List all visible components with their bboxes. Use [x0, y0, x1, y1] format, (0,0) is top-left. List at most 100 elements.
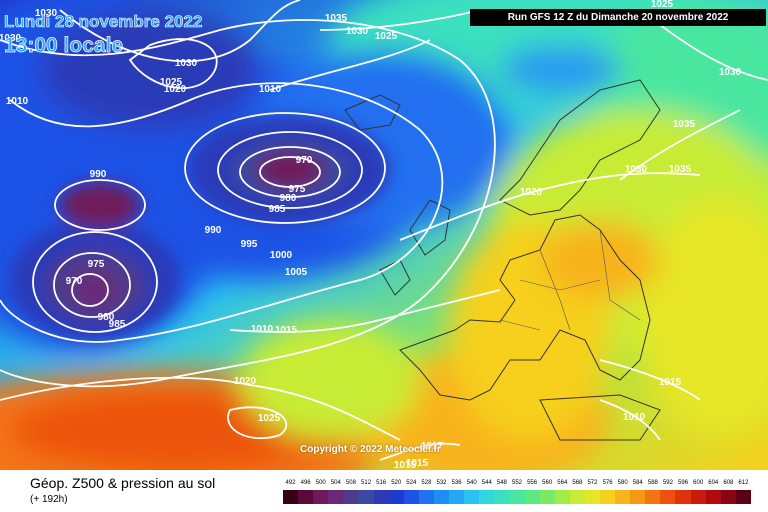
isobar-label: 1010: [623, 412, 646, 423]
scale-swatch: [615, 490, 631, 504]
scale-label: 500: [315, 480, 326, 486]
scale-swatch: [479, 490, 495, 504]
scale-label: 516: [376, 480, 387, 486]
isobar-label: 1030: [35, 8, 58, 19]
scale-swatch: [554, 490, 570, 504]
color-field: [0, 0, 768, 470]
scale-label: 524: [406, 480, 417, 486]
isobar-label: 1030: [0, 33, 22, 44]
isobar-label: 1030: [625, 164, 648, 175]
scale-label: 496: [300, 480, 311, 486]
scale-label: 532: [436, 480, 447, 486]
forecast-time: 13:00 locale: [4, 34, 124, 58]
scale-label: 588: [647, 480, 658, 486]
run-banner: Run GFS 12 Z du Dimanche 20 novembre 202…: [470, 9, 766, 26]
scale-swatch: [313, 490, 329, 504]
scale-label: 492: [285, 480, 296, 486]
scale-label: 596: [678, 480, 689, 486]
isobar-label: 975: [289, 184, 306, 195]
scale-swatch: [433, 490, 450, 504]
scale-swatch: [584, 490, 600, 504]
scale-label: 604: [708, 480, 719, 486]
scale-label: 584: [632, 480, 643, 486]
legend-title: Géop. Z500 & pression au sol: [30, 475, 216, 491]
isobar-label: 1035: [325, 13, 348, 24]
scale-label: 608: [723, 480, 734, 486]
isobar-label: 1020: [164, 84, 187, 95]
scale-swatch: [599, 490, 616, 504]
scale-swatch: [569, 490, 585, 504]
isobar-label: 985: [269, 204, 286, 215]
isobar-label: 1025: [375, 31, 398, 42]
isobar-label: 1010: [6, 96, 29, 107]
coastlines: [344, 79, 661, 441]
scale-label: 512: [361, 480, 372, 486]
copyright-text: Copyright © 2022 Meteociel.fr: [300, 444, 441, 455]
isobar-label: 1035: [669, 164, 692, 175]
scale-label: 600: [693, 480, 704, 486]
legend-panel: Géop. Z500 & pression au sol (+ 192h) 49…: [0, 470, 768, 512]
scale-label: 576: [602, 480, 613, 486]
color-scale-bar: [283, 490, 751, 504]
isobar-label: 1010: [251, 324, 274, 335]
scale-swatch: [509, 490, 525, 504]
isobar-label: 1015: [659, 377, 682, 388]
scale-swatch: [449, 490, 465, 504]
scale-swatch: [494, 490, 510, 504]
scale-label: 520: [391, 480, 402, 486]
isobar-label: 1035: [673, 119, 696, 130]
scale-swatch: [690, 490, 706, 504]
isobar-label: 1010: [259, 84, 282, 95]
scale-swatch: [373, 490, 389, 504]
scale-label: 612: [738, 480, 749, 486]
scale-swatch: [328, 490, 344, 504]
isobar-label: 1015: [275, 325, 298, 336]
scale-swatch: [675, 490, 691, 504]
isobar-labels: 1030 1030 1010 1030 1025 1020 1010 1035 1030 1025…: [0, 0, 742, 470]
isobar-label: 995: [241, 239, 258, 250]
scale-swatch: [524, 490, 540, 504]
isobar-label: 1020: [520, 187, 543, 198]
isobar-label: 990: [205, 225, 222, 236]
forecast-date: Lundi 28 novembre 2022: [4, 12, 203, 32]
scale-label: 508: [345, 480, 356, 486]
color-scale-labels: 492 496 500 504 508 512 516 520 524 528 532 536 540 5…: [283, 480, 751, 489]
isobar-label: 1025: [651, 0, 674, 10]
scale-label: 544: [481, 480, 492, 486]
isobar-label: 1017: [421, 441, 444, 452]
scale-label: 580: [617, 480, 628, 486]
scale-label: 572: [587, 480, 598, 486]
isobar-label: 970: [296, 155, 313, 166]
scale-swatch: [298, 490, 314, 504]
isobar-label: 1020: [234, 376, 257, 387]
scale-swatch: [645, 490, 661, 504]
scale-label: 540: [466, 480, 477, 486]
scale-label: 536: [451, 480, 462, 486]
isobar-label: 980: [98, 312, 115, 323]
map-panel: 1030 1030 1010 1030 1025 1020 1010 1035 1030 1025…: [0, 0, 768, 470]
isobar-label: 985: [109, 319, 126, 330]
isobars: [0, 0, 768, 460]
scale-label: 560: [542, 480, 553, 486]
isobar-label: 1025: [258, 413, 281, 424]
borders: [499, 229, 641, 331]
scale-label: 528: [421, 480, 432, 486]
isobar-label: 1030: [719, 67, 742, 78]
scale-swatch: [705, 490, 721, 504]
scale-swatch: [418, 490, 434, 504]
scale-swatch: [283, 490, 299, 504]
scale-swatch: [464, 490, 480, 504]
scale-swatch: [388, 490, 404, 504]
isobar-label: 1000: [270, 250, 293, 261]
scale-label: 556: [527, 480, 538, 486]
scale-swatch: [660, 490, 676, 504]
isobar-label: 990: [90, 169, 107, 180]
scale-swatch: [630, 490, 646, 504]
isobar-label: 1030: [175, 58, 198, 69]
scale-swatch: [720, 490, 736, 504]
scale-label: 564: [557, 480, 568, 486]
scale-swatch: [539, 490, 555, 504]
isobar-label: 980: [280, 193, 297, 204]
scale-swatch: [403, 490, 419, 504]
